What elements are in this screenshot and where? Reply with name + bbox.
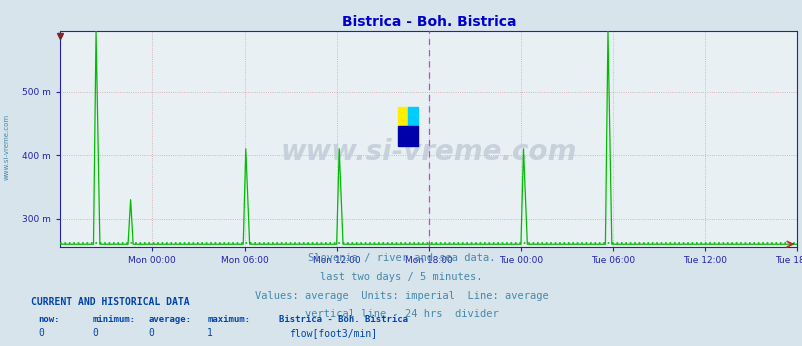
Text: www.si-vreme.com: www.si-vreme.com <box>3 114 10 180</box>
Text: Values: average  Units: imperial  Line: average: Values: average Units: imperial Line: av… <box>254 291 548 301</box>
Text: www.si-vreme.com: www.si-vreme.com <box>280 138 577 166</box>
Text: Slovenia / river and sea data.: Slovenia / river and sea data. <box>307 253 495 263</box>
Text: 0: 0 <box>92 328 98 338</box>
Text: 0: 0 <box>38 328 44 338</box>
Text: minimum:: minimum: <box>92 316 136 325</box>
Text: CURRENT AND HISTORICAL DATA: CURRENT AND HISTORICAL DATA <box>30 297 189 307</box>
Text: vertical line - 24 hrs  divider: vertical line - 24 hrs divider <box>304 309 498 319</box>
Text: flow[foot3/min]: flow[foot3/min] <box>289 328 377 338</box>
Text: Bistrica - Boh. Bistrica: Bistrica - Boh. Bistrica <box>279 316 408 325</box>
Text: 1: 1 <box>207 328 213 338</box>
Text: last two days / 5 minutes.: last two days / 5 minutes. <box>320 272 482 282</box>
Text: average:: average: <box>148 316 192 325</box>
Text: 0: 0 <box>148 328 154 338</box>
Title: Bistrica - Boh. Bistrica: Bistrica - Boh. Bistrica <box>341 15 516 29</box>
Text: maximum:: maximum: <box>207 316 250 325</box>
Text: now:: now: <box>38 316 60 325</box>
